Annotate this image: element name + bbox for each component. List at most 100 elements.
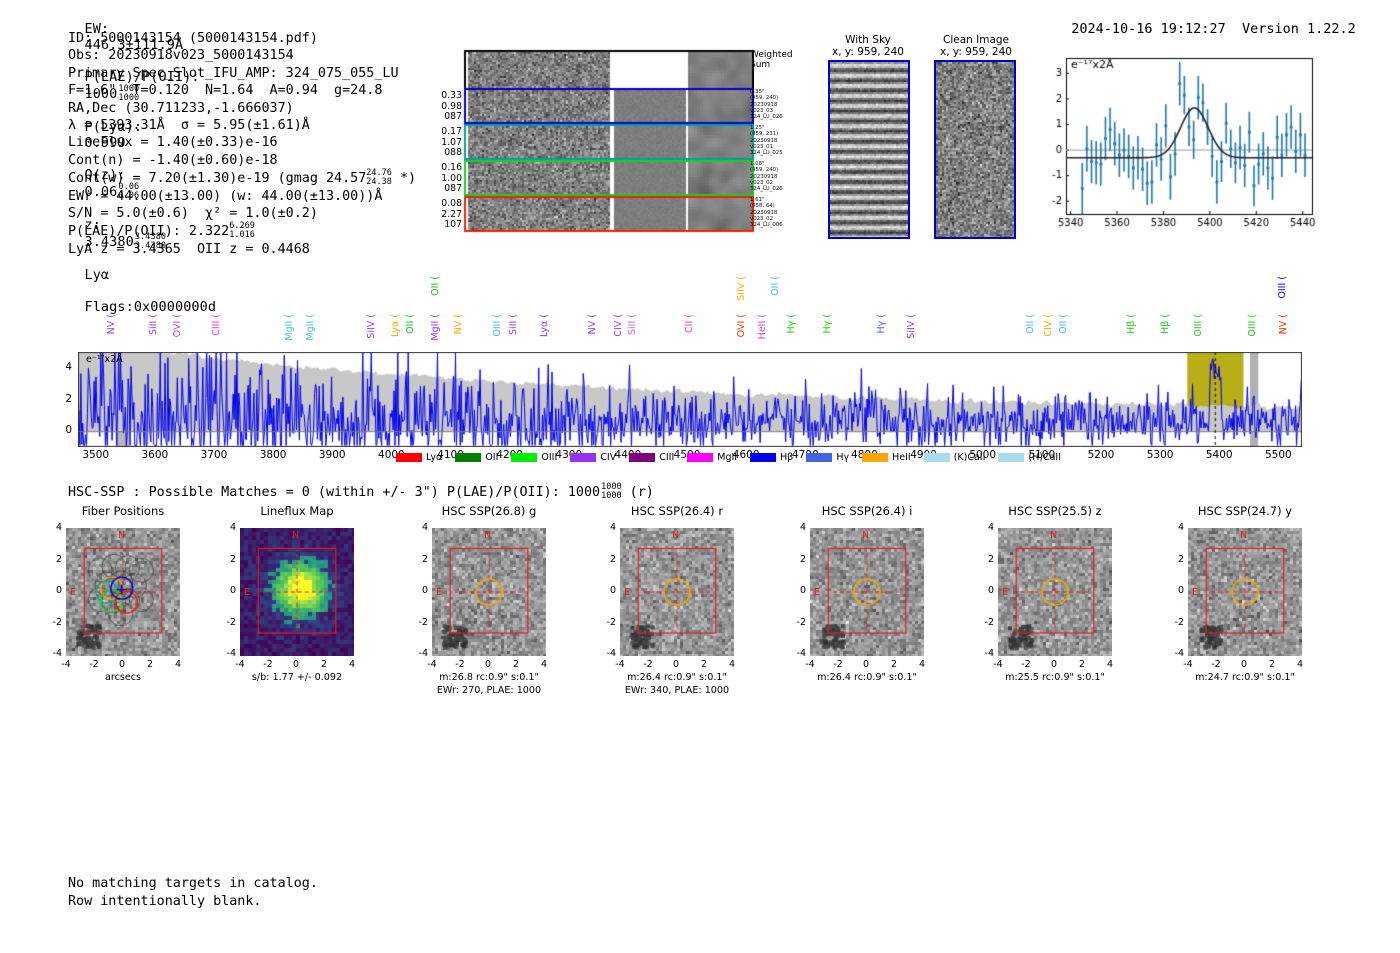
hsc-header: HSC-SSP : Possible Matches = 0 (within +…	[68, 482, 654, 501]
spec2d-image-canvas	[424, 34, 754, 239]
cutout-x-tick: 4	[540, 659, 548, 670]
info-sn: S/N = 5.0(±0.6) χ² = 1.0(±0.2)	[68, 205, 318, 221]
cutout-y-tick: 0	[1177, 585, 1184, 596]
footer-line-1: No matching targets in catalog.	[68, 876, 318, 891]
cutout-image-heat[interactable]	[240, 528, 354, 656]
cutout-y-tick: 0	[987, 585, 994, 596]
fiber-left-value: 087	[444, 183, 462, 194]
fiber-right-value: 20230918	[750, 101, 778, 108]
cutout-y-tick: 4	[987, 522, 994, 533]
cutout-y-tick: -2	[418, 616, 428, 628]
fiber-right-label: 1.61" (958, 64) 20230918 v023_02 324_LU_006	[750, 197, 802, 228]
compass-north: N	[862, 530, 870, 541]
fiber-right-value: 20230918	[750, 173, 778, 180]
spectrum-flux-unit: e⁻¹⁷x2Å	[86, 354, 123, 365]
info-lambda: λ = 5393.31Å σ = 5.95(±1.61)Å	[68, 118, 310, 134]
fiber-left-label: 0.17 1.07 088	[424, 126, 462, 159]
emission-line-label: OII (	[1058, 314, 1069, 334]
cutout-x-tick: -4	[235, 659, 245, 670]
fiber-left-value: 0.17	[441, 126, 462, 137]
spectrum-x-tick: 3800	[259, 449, 287, 461]
legend-item: OIII	[511, 452, 557, 463]
legend-item: CIII	[629, 452, 674, 463]
cutout-y-tick: 2	[987, 553, 994, 565]
legend-label: CIII	[659, 452, 675, 463]
fiber-right-value: (959, 240)	[750, 167, 779, 174]
fiber-right-value: (959, 231)	[750, 131, 779, 138]
cutout-y-tick: 4	[229, 522, 236, 533]
legend-label: (H)CaII	[1028, 452, 1062, 463]
fiber-right-value: 20230918	[750, 137, 778, 144]
cutout-y-tick: -4	[418, 648, 428, 659]
cutout-x-tick: 4	[1106, 659, 1114, 670]
cutout-image-grey[interactable]	[432, 528, 546, 656]
cutout-image-grey[interactable]	[998, 528, 1112, 656]
cutout-image-grey[interactable]	[810, 528, 924, 656]
cutout-y-tick: 4	[421, 522, 428, 533]
fiber-right-value: (958, 64)	[750, 203, 775, 210]
legend-swatch	[998, 453, 1025, 462]
info-cont-n: Cont(n) = -1.40(±0.60)e-18	[68, 152, 278, 168]
z-hi: 3.4380	[134, 231, 167, 242]
cutout-panel-title: HSC SSP(26.4) r	[630, 504, 724, 518]
emission-line-label: SiIV (	[366, 314, 377, 339]
info-redshifts: LyA z = 3.4365 OII z = 0.4468	[68, 241, 310, 257]
emission-line-label: OVI (	[736, 314, 747, 338]
compass-north: N	[484, 530, 492, 541]
fiber-right-label: 1.08" (959, 240) 20230918 v023_02 324_LU_026	[750, 161, 802, 192]
legend-item: Hβ	[750, 452, 793, 463]
compass-east: E	[436, 586, 443, 598]
legend-item: Lyα	[396, 452, 442, 463]
info-ewr: EWr = 44.00(±13.00) (w: 44.00(±13.00))Å	[68, 188, 383, 204]
cutout-y-tick: 4	[609, 522, 616, 533]
legend-swatch	[750, 453, 777, 462]
fiber-left-value: 0.16	[441, 162, 462, 173]
legend-item: CIV	[570, 452, 616, 463]
cutout-image-grey[interactable]	[1188, 528, 1302, 656]
cutout-y-tick: -2	[606, 616, 616, 628]
emission-line-label: NV (	[453, 314, 464, 335]
legend-label: Lyα	[426, 452, 443, 463]
qz-lo: 0.06	[118, 190, 140, 201]
fiber-left-value: 0.33	[441, 90, 462, 101]
emission-line-label: OIII (	[1247, 314, 1258, 337]
compass-east: E	[1002, 586, 1009, 598]
info-plae-hi: 6.269	[229, 221, 255, 232]
cutout-y-tick: -4	[796, 648, 806, 659]
fiber-right-value: 1.61"	[750, 197, 765, 203]
legend-label: CIV	[600, 452, 617, 463]
cutout-caption-2: EWr: 270, PLAE: 1000	[436, 685, 542, 696]
fiber-right-label: 1.25" (959, 231) 20230918 v023_01 324_LU_025	[750, 125, 802, 156]
ew-value: 446.3±111.9Å	[84, 37, 184, 53]
emission-line-labels: NV (SiII (OVI (CIII (MgII (MgII (SiIV (L…	[0, 272, 1400, 357]
fiber-right-label: 0.35" (959, 240) 20230918 v023_03 324_LU_026	[750, 89, 802, 120]
footer-note: No matching targets in catalog. Row inte…	[68, 875, 318, 911]
cutout-x-tick: 0	[1240, 659, 1248, 670]
compass-north: N	[1050, 530, 1058, 541]
legend-item: OII	[455, 452, 498, 463]
cutout-caption-1: m:26.4 rc:0.9" s:0.1"	[817, 672, 917, 683]
emission-line-label: Hγ (	[786, 314, 797, 334]
emission-line-label: HeII (	[757, 314, 768, 340]
legend-label: (K)CaII	[953, 452, 986, 463]
spectrum-x-tick: 5100	[1028, 449, 1056, 461]
emission-line-label: OIII (	[1193, 314, 1204, 337]
fiber-right-value: 1.08"	[750, 161, 765, 167]
cutout-y-tick: 0	[229, 585, 236, 596]
cutout-image-fibers[interactable]	[66, 528, 180, 656]
cutout-image-grey[interactable]	[620, 528, 734, 656]
contw-hi: 24.76	[366, 168, 392, 179]
header-summary-line: EW: 446.3±111.9Å P(LAE)/P(OII): 1000 1000…	[68, 5, 216, 315]
info-lineflux: LineFlux = 1.40(±0.33)e-16	[68, 135, 278, 151]
compass-north: N	[672, 530, 680, 541]
contw-lo: 24.38	[366, 177, 392, 188]
cutout-x-tick: 2	[1268, 659, 1276, 670]
emission-line-label: SiIV (	[906, 314, 917, 339]
emission-line-label: OII (	[430, 276, 441, 296]
emission-line-label: MgII (	[305, 314, 316, 341]
cutout-y-tick: 2	[799, 553, 806, 565]
fiber-right-value: 324_LU_026	[750, 114, 783, 121]
compass-north: N	[292, 530, 300, 541]
cutout-x-tick: 4	[348, 659, 356, 670]
line-profile-chart	[1030, 50, 1320, 240]
